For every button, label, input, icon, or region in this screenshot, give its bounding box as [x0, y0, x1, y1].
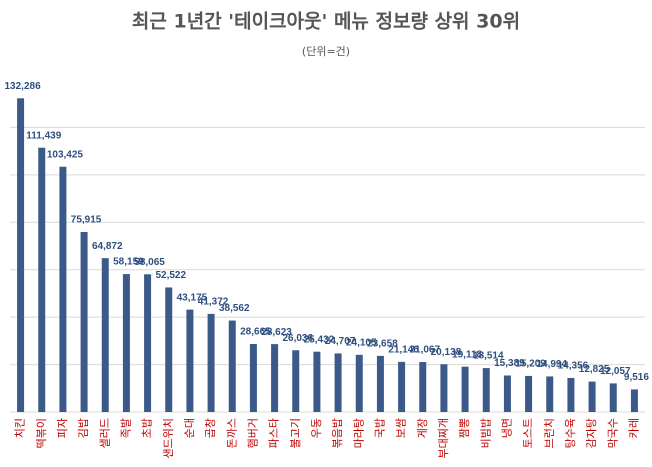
- bar: [630, 389, 638, 412]
- value-label: 43,175: [177, 292, 208, 303]
- x-tick-label: 냉면: [500, 418, 513, 438]
- bar: [144, 274, 152, 412]
- x-tick-label: 불고기: [289, 418, 302, 448]
- x-tick-label: 샐러드: [98, 418, 111, 448]
- x-tick-label: 탕수육: [564, 418, 577, 448]
- value-label: 14,994: [536, 359, 567, 370]
- bar: [249, 344, 257, 412]
- value-label: 20,138: [431, 347, 462, 358]
- x-tick-label: 샌드위치: [162, 418, 175, 458]
- bar: [461, 366, 469, 412]
- x-tick-label: 돈까스: [225, 418, 238, 448]
- x-tick-label: 볶음밥: [331, 418, 344, 448]
- value-label: 75,915: [71, 215, 102, 226]
- x-tick-label: 보쌈: [395, 418, 408, 438]
- x-tick-label: 부대찌개: [437, 418, 450, 458]
- x-tick-label: 순대: [183, 418, 196, 438]
- value-label: 64,872: [92, 241, 123, 252]
- x-tick-label: 피자: [56, 418, 69, 438]
- bar: [165, 287, 173, 412]
- value-label: 24,707: [325, 336, 356, 347]
- x-tick-label: 김밥: [77, 418, 90, 438]
- bar: [313, 351, 321, 412]
- bar: [186, 309, 194, 412]
- value-label: 132,286: [5, 81, 42, 92]
- bar: [80, 231, 88, 412]
- x-tick-label: 마라탕: [352, 418, 365, 448]
- bar: [38, 147, 46, 412]
- bar: [398, 361, 406, 412]
- value-label: 103,425: [47, 149, 84, 160]
- value-label: 19,118: [452, 349, 482, 360]
- bar: [525, 375, 533, 412]
- bar: [207, 313, 215, 412]
- bar: [440, 364, 448, 412]
- value-label: 24,105: [346, 337, 377, 348]
- bar: [292, 350, 300, 412]
- value-label: 52,522: [155, 270, 186, 281]
- x-tick-label: 파스타: [268, 418, 281, 448]
- bar: [546, 376, 554, 412]
- value-label: 21,067: [409, 345, 440, 356]
- x-tick-label: 브런치: [543, 418, 556, 448]
- bar: [228, 320, 236, 412]
- bar: [588, 381, 596, 412]
- value-label: 15,389: [494, 358, 525, 369]
- value-label: 58,065: [134, 257, 165, 268]
- x-tick-label: 초밥: [141, 418, 154, 438]
- value-label: 111,439: [26, 130, 61, 141]
- bar: [59, 166, 67, 412]
- chart-subtitle: (단위=건): [302, 45, 350, 58]
- x-tick-label: 토스트: [522, 418, 535, 448]
- x-tick-label: 떡볶이: [35, 418, 48, 448]
- value-label: 28,665: [240, 327, 271, 338]
- bar: [271, 344, 279, 412]
- value-label: 14,356: [558, 361, 589, 372]
- x-tick-label: 카레: [627, 418, 640, 438]
- x-tick-label: 국밥: [373, 418, 386, 438]
- value-label: 41,372: [198, 297, 229, 308]
- bar: [609, 383, 617, 412]
- x-tick-label: 햄버거: [246, 418, 259, 448]
- value-label: 25,432: [304, 334, 335, 345]
- value-label: 38,562: [219, 303, 250, 314]
- value-label: 23,658: [367, 339, 398, 350]
- x-tick-label: 곱창: [204, 418, 217, 438]
- value-label: 58,159: [113, 257, 144, 268]
- value-label: 18,514: [473, 351, 504, 362]
- value-label: 21,146: [388, 344, 419, 355]
- bar: [503, 375, 511, 412]
- x-tick-label: 비빔밥: [479, 418, 492, 448]
- x-tick-label: 치킨: [14, 418, 27, 438]
- bar: [567, 377, 575, 412]
- x-tick-label: 우동: [310, 418, 323, 438]
- value-label: 15,209: [515, 359, 546, 370]
- value-label: 9,516: [624, 372, 649, 383]
- x-tick-label: 감자탕: [585, 418, 598, 448]
- bar: [376, 355, 384, 412]
- bar: [355, 354, 363, 412]
- bar: [334, 353, 342, 412]
- bar: [17, 98, 25, 412]
- bar: [419, 362, 427, 412]
- bar: [101, 258, 109, 412]
- x-tick-label: 짬뽕: [458, 418, 471, 438]
- value-label: 12,057: [600, 366, 631, 377]
- x-tick-label: 게장: [416, 418, 429, 438]
- bar: [482, 368, 490, 412]
- chart-title: 최근 1년간 '테이크아웃' 메뉴 정보량 상위 30위: [132, 11, 520, 33]
- x-tick-label: 막국수: [606, 418, 619, 448]
- value-label: 12,825: [579, 364, 610, 375]
- x-tick-label: 족발: [119, 418, 132, 438]
- value-label: 28,623: [261, 327, 292, 338]
- bar: [122, 274, 130, 412]
- value-label: 26,036: [282, 333, 313, 344]
